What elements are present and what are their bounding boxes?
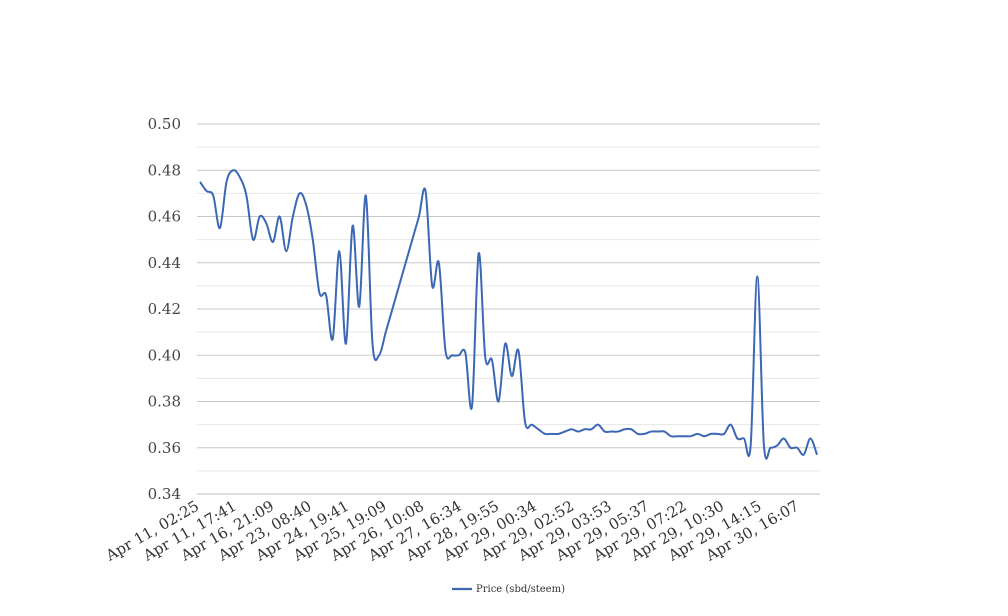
y-tick-label: 0.48 <box>148 161 181 179</box>
y-tick-label: 0.44 <box>148 254 181 272</box>
y-tick-label: 0.50 <box>148 115 181 133</box>
y-tick-label: 0.36 <box>148 439 181 457</box>
y-axis-ticks: 0.50 0.48 0.46 0.44 0.42 0.40 0.38 0.36 0.34 <box>148 115 181 503</box>
y-tick-label: 0.38 <box>148 393 181 411</box>
series-layer <box>199 169 818 460</box>
series-line <box>199 169 818 460</box>
legend: Price (sbd/steem) <box>452 584 565 595</box>
y-tick-label: 0.34 <box>148 485 181 503</box>
y-tick-label: 0.46 <box>148 208 181 226</box>
y-tick-label: 0.42 <box>148 300 181 318</box>
y-tick-label: 0.40 <box>148 346 181 364</box>
legend-label: Price (sbd/steem) <box>476 584 565 595</box>
grid <box>197 123 820 495</box>
